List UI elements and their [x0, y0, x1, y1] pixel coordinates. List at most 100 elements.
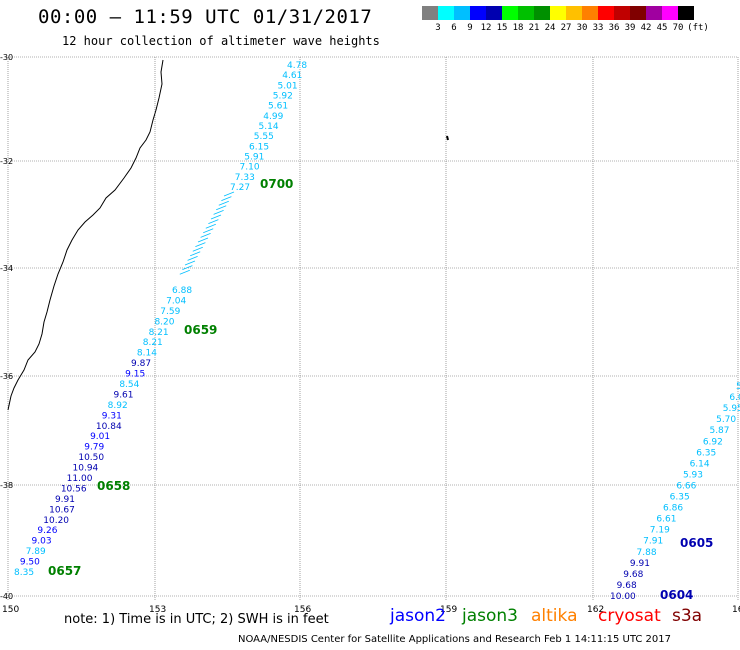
lat-tick-label: -34	[0, 264, 13, 273]
legend-swatch	[550, 6, 566, 20]
swh-value: 6.35	[670, 493, 690, 503]
swh-value: 5.14	[259, 122, 279, 132]
swh-value: 6.14	[690, 459, 710, 469]
swh-value: 5.	[736, 382, 740, 392]
legend-swatch	[614, 6, 630, 20]
swh-value: 9.03	[32, 537, 52, 547]
swh-value: 4.78	[287, 61, 307, 71]
dense-track-tick	[216, 205, 227, 211]
swh-value: 6.88	[172, 286, 192, 296]
swh-value: 5.70	[716, 415, 736, 425]
legend-label: 42	[640, 23, 652, 33]
legend-swatch	[534, 6, 550, 20]
legend-label: 45	[656, 23, 668, 33]
lat-tick-label: -30	[0, 53, 13, 62]
legend-swatch	[486, 6, 502, 20]
australia-coastline	[7, 59, 164, 411]
dense-track-tick	[208, 219, 219, 224]
swh-value: 10.94	[73, 464, 99, 474]
legend-label: 27	[560, 23, 572, 33]
swh-value: 6.35	[696, 448, 716, 458]
swh-value: 6.86	[663, 504, 683, 514]
footer-note: note: 1) Time is in UTC; 2) SWH is in fe…	[64, 612, 329, 627]
swh-value: 10.84	[96, 422, 122, 432]
dense-track-tick	[218, 200, 229, 206]
swh-value: 5.87	[709, 426, 729, 436]
swh-value: 7.89	[26, 547, 46, 557]
swh-value: 7.19	[650, 526, 670, 536]
map-subtitle: 12 hour collection of altimeter wave hei…	[62, 34, 380, 48]
swh-value: 8.54	[119, 380, 139, 390]
swh-value: 5.92	[273, 92, 293, 102]
dense-track-tick	[213, 210, 224, 215]
swh-value: 5.93	[683, 470, 703, 480]
swh-value: 7.91	[643, 537, 663, 547]
legend-swatch	[470, 6, 486, 20]
swh-value: 11.00	[67, 474, 93, 484]
swh-value: 9.31	[102, 411, 122, 421]
lat-tick-label: -32	[0, 157, 13, 166]
swh-value: 10.20	[43, 516, 69, 526]
swh-value: 9.91	[630, 559, 650, 569]
lat-lon-grid	[7, 56, 739, 600]
swh-value: 7.88	[637, 548, 657, 558]
lon-tick-label: 150	[2, 605, 19, 615]
swh-value: 6.61	[656, 515, 676, 525]
swh-value: 9.61	[113, 390, 133, 400]
legend-label: 21	[528, 23, 540, 33]
lat-tick-label: -36	[0, 372, 13, 381]
pass-time-label: 0658	[97, 479, 130, 493]
dense-track-tick	[192, 246, 203, 252]
dense-track-tick	[195, 242, 206, 247]
lat-tick-label: -38	[0, 481, 13, 490]
swh-value: 10.56	[61, 484, 87, 494]
swh-value: 9.01	[90, 432, 110, 442]
legend-swatch	[678, 6, 694, 20]
swh-value: 9.15	[125, 370, 145, 380]
legend-label: 18	[512, 23, 524, 33]
legend-label: 70	[672, 23, 684, 33]
legend-label: 24	[544, 23, 556, 33]
legend-swatch	[502, 6, 518, 20]
dense-track-tick	[210, 214, 222, 220]
satellite-name-jason3: jason3	[462, 606, 518, 626]
lat-tick-label: -40	[0, 592, 13, 601]
satellite-name-altika: altika	[531, 606, 578, 626]
pass-time-label: 0605	[680, 536, 713, 550]
satellite-name-s3a: s3a	[672, 606, 703, 626]
legend-swatch	[598, 6, 614, 20]
dense-track-tick	[205, 223, 216, 229]
swh-value: 9.68	[617, 581, 637, 591]
legend-label: 33	[592, 23, 604, 33]
legend-label: 12	[480, 23, 492, 33]
swh-value: 8.14	[137, 349, 157, 359]
altimeter-tracks: 4.784.615.015.925.614.995.145.556.155.91…	[14, 61, 740, 602]
legend-swatch	[518, 6, 534, 20]
legend-swatch	[422, 6, 438, 20]
dense-track-tick	[203, 228, 214, 234]
dense-track-tick	[187, 256, 198, 261]
legend-swatch	[582, 6, 598, 20]
swh-value: 10.00	[610, 592, 636, 602]
legend-label: 15	[496, 23, 508, 33]
legend-swatch	[454, 6, 470, 20]
swh-value: 5.91	[244, 153, 264, 163]
legend-label: 39	[624, 23, 636, 33]
swh-value: 5.55	[254, 132, 274, 142]
swh-value: 8.92	[108, 401, 128, 411]
legend-label: 6	[451, 23, 457, 33]
color-scale-legend: 3 6 9 12 15 18 21 24 27 30 33 36 39 42 45 70 (ft)	[422, 6, 740, 34]
swh-value: 8.21	[143, 338, 163, 348]
lon-tick-label: 159	[440, 605, 457, 615]
dense-track-tick	[190, 251, 201, 257]
time-labels: 0700 0659 0658 0657 0605 0604	[48, 177, 713, 602]
swh-value: 10.50	[78, 453, 104, 463]
swh-value: 9.91	[55, 495, 75, 505]
swh-value: 9.87	[131, 359, 151, 369]
legend-swatch	[646, 6, 662, 20]
swh-value: 7.10	[240, 163, 260, 173]
lon-tick-label: 162	[587, 605, 604, 615]
swh-value: 7.04	[166, 296, 186, 306]
swh-value: 5.61	[268, 102, 288, 112]
legend-swatch	[630, 6, 646, 20]
